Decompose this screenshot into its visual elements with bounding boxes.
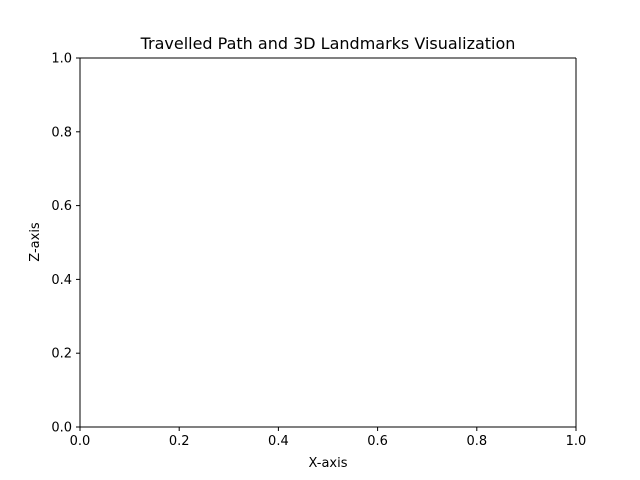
x-tick-label: 0.6	[367, 434, 388, 449]
x-axis-label: X-axis	[309, 456, 348, 471]
x-axis-ticks: 0.0 0.2 0.4 0.6 0.8 1.0	[70, 427, 587, 449]
y-tick-label: 0.8	[51, 125, 72, 140]
y-axis-label: Z-axis	[28, 222, 43, 262]
y-tick-label: 0.0	[51, 421, 72, 436]
chart-title: Travelled Path and 3D Landmarks Visualiz…	[140, 34, 516, 53]
x-tick-label: 0.4	[268, 434, 289, 449]
y-tick-label: 1.0	[51, 52, 72, 67]
y-tick-label: 0.4	[51, 273, 72, 288]
x-tick-label: 0.8	[466, 434, 487, 449]
x-tick-label: 1.0	[566, 434, 587, 449]
y-tick-label: 0.6	[51, 199, 72, 214]
y-axis-ticks: 0.0 0.2 0.4 0.6 0.8 1.0	[51, 52, 80, 436]
x-tick-label: 0.0	[70, 434, 91, 449]
x-tick-label: 0.2	[169, 434, 190, 449]
y-tick-label: 0.2	[51, 347, 72, 362]
plot-area	[80, 58, 576, 427]
